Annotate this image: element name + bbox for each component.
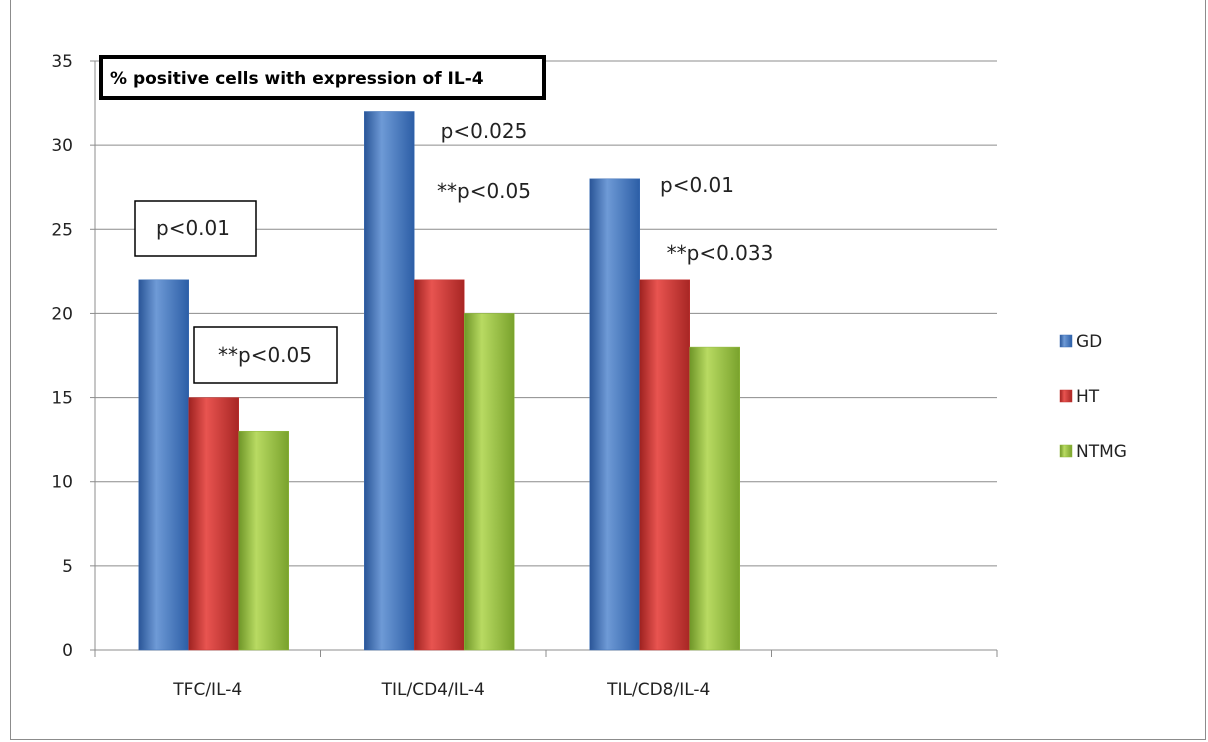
y-tick-label: 15: [51, 389, 73, 409]
annotation-text: **p<0.05: [218, 343, 312, 367]
annotation-box: [134, 200, 257, 257]
axes: 0 5 10 15 20 25 30 35 TFC/IL-4 TIL/CD4/IL-4 TIL/CD…: [51, 52, 998, 700]
y-tick-label: 30: [51, 136, 73, 156]
x-tick-label: TFC/IL-4: [172, 680, 242, 700]
legend-label-gd: GD: [1076, 332, 1102, 352]
chart-title-group: % positive cells with expression of IL-4: [99, 55, 546, 100]
bar-ntmg-2: [464, 313, 515, 651]
y-tick-label: 10: [51, 473, 73, 493]
annotation-text: **p<0.05: [437, 179, 531, 203]
bar-gd-1: [138, 279, 189, 651]
annotation-box: [193, 326, 338, 384]
bar-ht-3: [639, 279, 690, 651]
y-tick-label: 5: [62, 557, 73, 577]
bar-gd-2: [364, 111, 415, 651]
y-tick-label: 35: [51, 52, 73, 72]
annotation-text: p<0.01: [156, 216, 230, 240]
chart-title: % positive cells with expression of IL-4: [110, 69, 484, 89]
bar-ht-2: [414, 279, 465, 651]
legend-swatch-gd: [1059, 334, 1073, 348]
annotation-text: **p<0.033: [667, 241, 774, 265]
y-tick-label: 20: [51, 304, 73, 324]
bar-gd-3: [589, 178, 640, 651]
legend-label-ht: HT: [1076, 387, 1100, 407]
legend: GD HT NTMG: [1059, 332, 1127, 462]
legend-label-ntmg: NTMG: [1076, 442, 1127, 462]
x-tick-label: TIL/CD4/IL-4: [381, 680, 485, 700]
annotation-text: p<0.01: [660, 173, 734, 197]
annotation-text: p<0.025: [441, 119, 528, 143]
bar-ntmg-3: [689, 346, 740, 651]
chart-frame: [10, 0, 1206, 740]
annotations: p<0.01 **p<0.05 p<0.025 **p<0.05 p<0.01 **p<0…: [134, 119, 774, 384]
bar-ht-1: [188, 397, 239, 651]
legend-swatch-ht: [1059, 389, 1073, 403]
x-tick-label: TIL/CD8/IL-4: [606, 680, 710, 700]
y-tick-label: 0: [62, 641, 73, 661]
bar-ntmg-1: [238, 430, 289, 651]
y-tick-label: 25: [51, 220, 73, 240]
legend-swatch-ntmg: [1059, 444, 1073, 458]
bars: [138, 111, 740, 651]
